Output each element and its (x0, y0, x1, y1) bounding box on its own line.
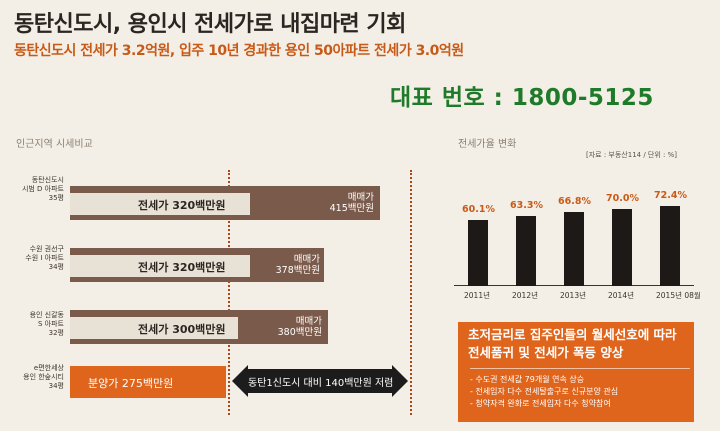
sale-text: 매매가 380백만원 (277, 316, 322, 338)
comparison-label: 인근지역 시세비교 (16, 139, 93, 150)
row-label: 수원 권선구 수원 I 아파트 34평 (25, 245, 64, 271)
reference-line (410, 170, 412, 415)
chart-bar (660, 206, 680, 286)
chart-bar (516, 216, 536, 286)
callout-bullet: - 청약자격 완화로 전세입자 다수 청약참여 (470, 399, 611, 408)
chart-value-label: 70.0% (606, 193, 639, 204)
phone-number[interactable]: 대표 번호 : 1800-5125 (390, 85, 654, 111)
compare-text: 동탄1신도시 대비 140백만원 저렴 (248, 378, 394, 389)
callout-box: 초저금리로 집주인들의 월세선호에 따라 전세품귀 및 전세가 폭등 양상 - … (458, 322, 694, 422)
chart-bar (564, 212, 584, 286)
offer-price-text: 분양가 275백만원 (88, 377, 174, 390)
jeonse-text: 전세가 320백만원 (138, 199, 226, 212)
jeonse-bar (70, 193, 250, 215)
chart-label: 전세가율 변화 (458, 139, 517, 150)
chart-x-label: 2011년 (464, 291, 490, 300)
callout-divider (470, 368, 690, 369)
offer-label: e편한세상 용인 한숲시티 34평 (23, 364, 64, 390)
jeonse-text: 전세가 320백만원 (138, 261, 226, 274)
chart-bar (468, 220, 488, 286)
jeonse-bar (70, 255, 250, 277)
chart-bar (612, 209, 632, 286)
callout-bullets: - 수도권 전세값 79개월 연속 상승 - 전세입자 다수 전세탈출구로 신규… (470, 374, 618, 410)
offer-price-bar (70, 366, 226, 398)
chart-x-label: 2014년 (608, 291, 634, 300)
reference-line (228, 170, 230, 415)
chart-value-label: 63.3% (510, 200, 543, 211)
row-label: 동탄신도시 시범 D 아파트 35평 (21, 176, 64, 202)
chart-value-label: 60.1% (462, 204, 495, 215)
bar-chart: 60.1% 2011년 63.3% 2012년 66.8% 2013년 70.0% 2014년… (454, 160, 701, 300)
jeonse-bar (70, 317, 238, 339)
jeonse-text: 전세가 300백만원 (138, 323, 226, 336)
callout-headline: 초저금리로 집주인들의 월세선호에 따라 전세품귀 및 전세가 폭등 양상 (468, 327, 677, 360)
page-subtitle: 동탄신도시 전세가 3.2억원, 입주 10년 경과한 용인 50아파트 전세가… (14, 43, 464, 59)
chart-x-label: 2015년 08월 (656, 291, 701, 300)
chart-value-label: 72.4% (654, 190, 687, 201)
sale-text: 매매가 378백만원 (275, 254, 320, 276)
compare-arrow (232, 365, 408, 397)
sale-text: 매매가 415백만원 (329, 192, 374, 214)
page-title: 동탄신도시, 용인시 전세가로 내집마련 기회 (14, 12, 406, 37)
chart-x-label: 2013년 (560, 291, 586, 300)
row-label: 용인 신갈동 S 아파트 32평 (29, 311, 64, 337)
callout-bullet: - 수도권 전세값 79개월 연속 상승 (470, 375, 585, 384)
chart-value-label: 66.8% (558, 196, 591, 207)
chart-source: [자료 : 부동산114 / 단위 : %] (586, 151, 677, 159)
chart-x-label: 2012년 (512, 291, 538, 300)
callout-bullet: - 전세입자 다수 전세탈출구로 신규분양 관심 (470, 387, 619, 396)
